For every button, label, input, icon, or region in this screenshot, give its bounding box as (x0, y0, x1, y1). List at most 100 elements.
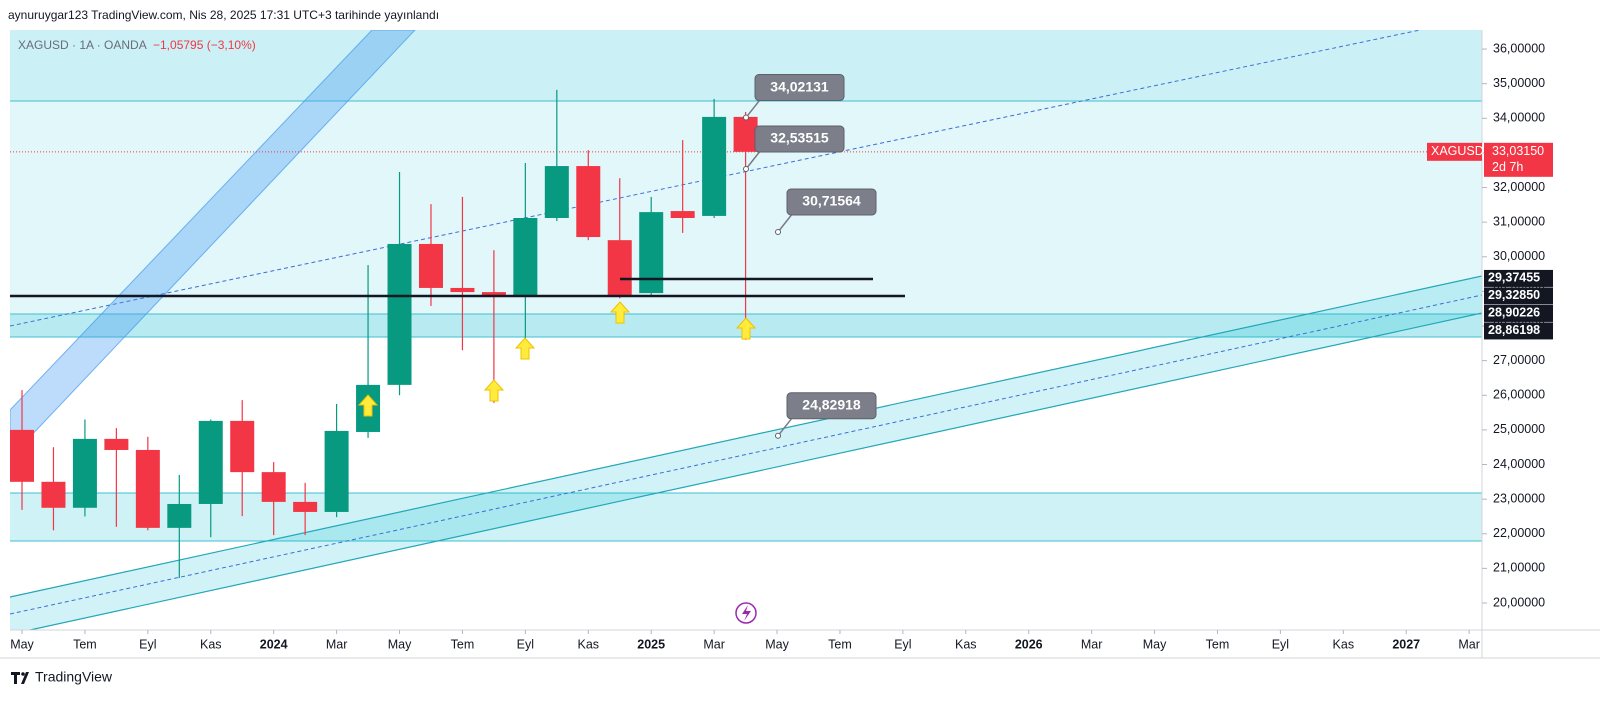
x-tick-label: Kas (1333, 637, 1355, 651)
callout-point (743, 114, 749, 121)
candle-body (450, 287, 475, 293)
price-label: 28,90226 (1488, 306, 1540, 320)
callout-pointer (777, 416, 794, 437)
y-tick-label: 32,00000 (1493, 180, 1545, 194)
callout-pointer (745, 149, 762, 170)
callout-box (754, 125, 845, 153)
candle-body (702, 116, 727, 216)
x-tick-label: 2025 (637, 637, 665, 651)
callout-box (754, 74, 845, 102)
x-tick-label: Tem (1206, 637, 1230, 651)
candle-body (293, 501, 318, 512)
x-tick-label: May (388, 637, 412, 651)
x-tick-label: Mar (1458, 637, 1480, 651)
x-tick-label: Eyl (1272, 637, 1289, 651)
x-tick-label: Mar (326, 637, 348, 651)
change: −1,05795 (−3,10%) (153, 38, 256, 52)
x-tick-label: Kas (578, 637, 600, 651)
candle-body (198, 420, 223, 504)
candle-body (72, 438, 97, 508)
x-tick-label: 2024 (260, 637, 288, 651)
x-tick-label: Tem (828, 637, 852, 651)
candle-body (10, 429, 34, 482)
last-price-label: 33,03150 (1492, 144, 1544, 158)
header: aynuruygar123 TradingView.com, Nis 28, 2… (8, 8, 439, 22)
candle-body (418, 243, 443, 288)
candle-body (670, 211, 695, 218)
candle-body (544, 166, 569, 218)
x-tick-label: 2027 (1392, 637, 1420, 651)
callout-point (775, 432, 781, 439)
y-tick-label: 24,00000 (1493, 457, 1545, 471)
last-price-box (1484, 142, 1553, 177)
candle-body (324, 430, 349, 512)
x-tick-label: May (1143, 637, 1167, 651)
y-tick-label: 26,00000 (1493, 388, 1545, 402)
price-label: 29,32850 (1488, 288, 1540, 302)
price-label: 29,37455 (1488, 271, 1540, 285)
candle-body (387, 243, 412, 385)
callout-pointer (777, 212, 794, 233)
candle-body (41, 481, 66, 508)
y-tick-label: 23,00000 (1493, 491, 1545, 505)
price-label-box (1484, 287, 1553, 305)
callout-point (743, 166, 749, 173)
x-tick-label: Tem (451, 637, 475, 651)
callout-box (786, 392, 877, 420)
candle-body (167, 503, 192, 528)
callout-label: 30,71564 (802, 193, 861, 209)
x-tick-label: Mar (703, 637, 725, 651)
candle-body (639, 212, 664, 294)
drawings-foreground (10, 277, 905, 624)
footer: TradingView (35, 669, 113, 685)
x-tick-label: Eyl (517, 637, 534, 651)
y-tick-label: 25,00000 (1493, 422, 1545, 436)
candle-body (261, 472, 286, 502)
callout-pointer (745, 98, 762, 119)
price-label-box (1484, 304, 1553, 322)
logo (11, 672, 29, 684)
callout-label: 24,82918 (802, 397, 861, 413)
y-tick-label: 22,00000 (1493, 526, 1545, 540)
price-label: 28,86198 (1488, 323, 1540, 337)
x-tick-label: May (765, 637, 789, 651)
x-tick-label: Eyl (139, 637, 156, 651)
candle-body (513, 217, 538, 296)
x-tick-label: May (10, 637, 34, 651)
y-tick-label: 34,00000 (1493, 111, 1545, 125)
price-label-box (1484, 269, 1553, 287)
y-tick-label: 35,00000 (1493, 76, 1545, 90)
candle-body (135, 449, 160, 528)
candle-body (576, 166, 601, 238)
x-tick-label: Kas (200, 637, 222, 651)
price-label-box (1484, 322, 1553, 340)
candle-body (733, 116, 758, 152)
x-tick-label: 2026 (1015, 637, 1043, 651)
y-tick-label: 21,00000 (1493, 561, 1545, 575)
last-price-symbol-box (1427, 142, 1482, 161)
y-tick-label: 30,00000 (1493, 249, 1545, 263)
candle-body (104, 438, 129, 450)
callout-box (786, 188, 877, 216)
x-tick-label: Kas (955, 637, 977, 651)
y-tick-label: 31,00000 (1493, 214, 1545, 228)
symbol-info: XAGUSD · 1A · OANDA (18, 38, 147, 52)
last-price-symbol: XAGUSD (1431, 144, 1484, 158)
countdown: 2d 7h (1492, 160, 1523, 174)
callout-label: 32,53515 (770, 130, 829, 146)
x-tick-label: Mar (1081, 637, 1103, 651)
annotations: 34,02131 32,53515 30,71564 24,82918 29,37455… (743, 74, 1553, 439)
candle-body (481, 292, 506, 296)
candles (10, 89, 1482, 579)
candle-body (230, 420, 255, 473)
callout-label: 34,02131 (770, 78, 829, 94)
y-tick-label: 20,00000 (1493, 595, 1545, 609)
callout-point (775, 228, 781, 235)
y-tick-label: 36,00000 (1493, 41, 1545, 55)
y-tick-label: 27,00000 (1493, 353, 1545, 367)
candle-body (607, 240, 632, 297)
x-tick-label: Tem (73, 637, 97, 651)
x-tick-label: Eyl (894, 637, 911, 651)
